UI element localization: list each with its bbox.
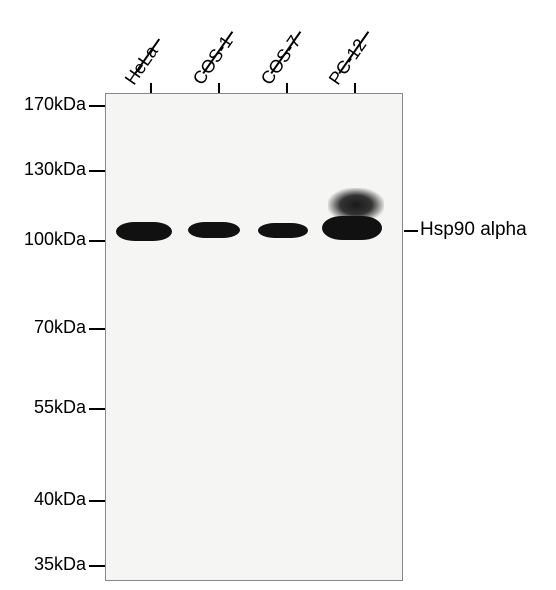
mw-label: 40kDa <box>6 489 86 510</box>
target-label: Hsp90 alpha <box>420 219 527 241</box>
band-cos1 <box>188 222 240 238</box>
mw-tick <box>89 408 105 410</box>
mw-tick <box>89 565 105 567</box>
mw-label: 100kDa <box>6 229 86 250</box>
mw-label: 55kDa <box>6 397 86 418</box>
band-pc12 <box>322 216 382 240</box>
mw-tick <box>89 240 105 242</box>
mw-tick <box>89 105 105 107</box>
mw-label: 35kDa <box>6 554 86 575</box>
mw-label: 70kDa <box>6 317 86 338</box>
mw-tick <box>89 328 105 330</box>
lane-tick <box>354 83 356 93</box>
target-tick <box>404 230 418 232</box>
mw-label: 130kDa <box>6 159 86 180</box>
mw-tick <box>89 500 105 502</box>
western-blot-figure: 170kDa 130kDa 100kDa 70kDa 55kDa 40kDa 3… <box>0 0 556 590</box>
mw-label: 170kDa <box>6 94 86 115</box>
lane-tick <box>150 83 152 93</box>
blot-membrane <box>105 93 403 581</box>
lane-tick <box>218 83 220 93</box>
mw-tick <box>89 170 105 172</box>
lane-tick <box>286 83 288 93</box>
band-cos7 <box>258 223 308 238</box>
band-hela <box>116 222 172 241</box>
